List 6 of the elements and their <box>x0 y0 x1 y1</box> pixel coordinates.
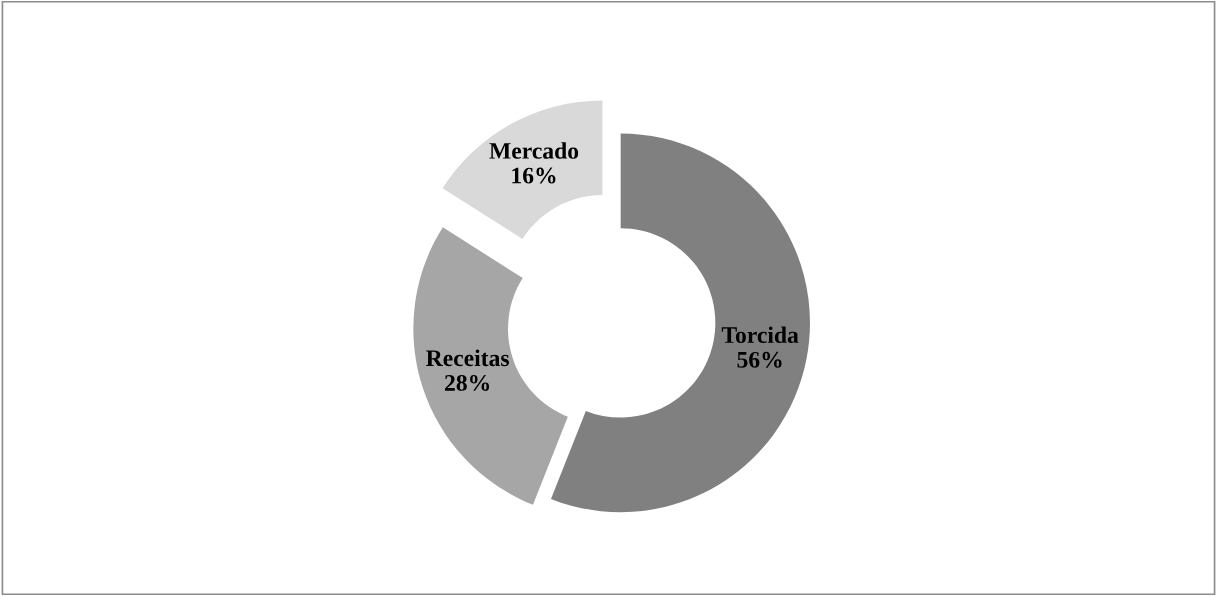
slice-label: Receitas <box>426 349 509 367</box>
data-label: 28% <box>445 374 490 391</box>
data-label: 56% <box>737 351 782 368</box>
data-label: 16% <box>512 167 556 184</box>
slice-label: Mercado <box>489 142 579 159</box>
slice-label: Torcida <box>721 326 799 344</box>
